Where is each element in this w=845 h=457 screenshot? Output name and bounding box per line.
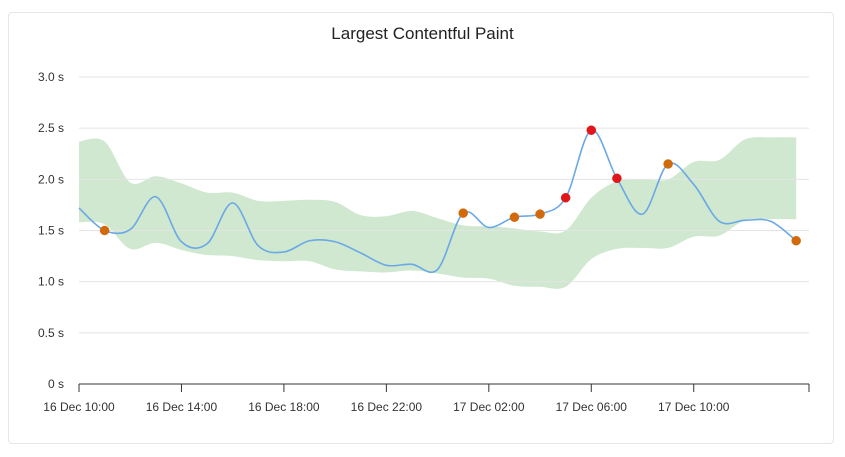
warning-data-point (99, 225, 110, 236)
alert-data-point (612, 173, 622, 184)
y-tick-label: 0 s (48, 377, 64, 391)
x-tick-label: 16 Dec 18:00 (248, 400, 320, 414)
warning-data-point (458, 208, 468, 218)
alert-data-point (560, 193, 571, 203)
y-tick-label: 2.0 s (38, 172, 64, 186)
x-tick-label: 16 Dec 22:00 (351, 400, 423, 414)
y-tick-label: 1.0 s (38, 275, 64, 289)
chart-title: Largest Contentful Paint (331, 24, 514, 43)
x-tick-label: 17 Dec 06:00 (556, 400, 628, 414)
x-tick-label: 16 Dec 10:00 (43, 400, 115, 414)
x-tick-label: 16 Dec 14:00 (146, 400, 218, 414)
x-tick-label: 17 Dec 02:00 (453, 400, 525, 414)
lcp-series-line (78, 129, 797, 274)
alert-data-point (586, 125, 597, 135)
warning-data-point (791, 235, 801, 246)
warning-data-point (663, 159, 673, 169)
y-tick-label: 1.5 s (38, 224, 64, 238)
warning-data-point (509, 212, 520, 222)
expected-range-band (79, 137, 797, 289)
x-tick-label: 17 Dec 10:00 (658, 400, 730, 414)
y-tick-label: 2.5 s (38, 121, 64, 135)
y-tick-label: 0.5 s (38, 326, 64, 340)
y-tick-label: 3.0 s (38, 70, 64, 84)
warning-data-point (535, 209, 545, 219)
